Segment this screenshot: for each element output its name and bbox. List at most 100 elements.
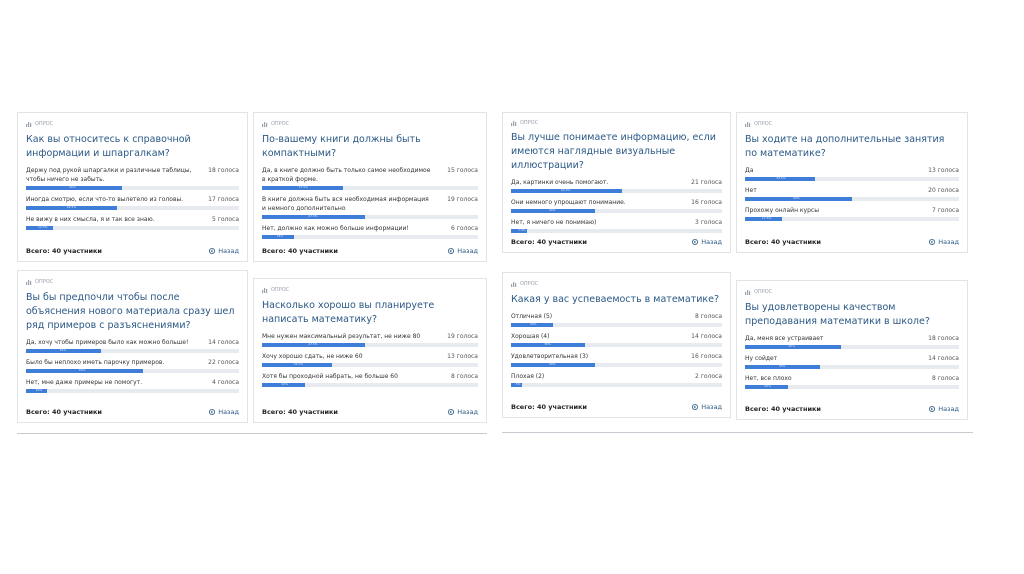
poll-option[interactable]: Нет, должно как можно больше информации!… <box>262 224 478 239</box>
option-bar: 17.5% <box>745 216 783 221</box>
poll-option[interactable]: Мне нужен максимальный результат, не ниж… <box>262 332 478 347</box>
back-button[interactable]: Назад <box>692 238 722 246</box>
option-percent: 32.5% <box>776 176 786 180</box>
option-bar: 55% <box>26 368 144 373</box>
option-text: Да, меня все устраивает <box>745 335 824 342</box>
option-text: Хочу хорошо сдать, не ниже 60 <box>262 353 363 360</box>
poll-total: Всего: 40 участники <box>26 408 102 416</box>
option-row: Да, меня все устраивает 18 голоса <box>745 334 959 343</box>
option-votes: 22 голоса <box>208 359 239 366</box>
option-bar: 50% <box>745 196 852 201</box>
option-text: Отличная (5) <box>511 313 553 320</box>
option-percent: 12.5% <box>37 225 48 229</box>
poll-option[interactable]: Отличная (5) 8 голоса 20% <box>511 312 722 327</box>
option-row: Нет, я ничего не понимаю) 3 голоса <box>511 218 722 227</box>
option-votes: 16 голоса <box>691 353 722 360</box>
option-bar: 35% <box>26 348 101 353</box>
poll-option[interactable]: Они немного упрощают понимание. 16 голоса… <box>511 198 722 213</box>
poll-option[interactable]: Да, меня все устраивает 18 голоса 45% <box>745 334 959 349</box>
icon <box>511 120 517 126</box>
option-bar: 32.5% <box>262 362 333 367</box>
option-votes: 14 голоса <box>208 339 239 346</box>
option-percent: 10% <box>35 388 43 392</box>
poll-option[interactable]: Держу под рукой шпаргалки и различные та… <box>26 166 239 190</box>
option-votes: 19 голоса <box>447 333 478 340</box>
poll-option[interactable]: Нет, я ничего не понимаю) 3 голоса 7.5% <box>511 218 722 233</box>
poll-option[interactable]: Хотя бы проходной набрать, не больше 60 8… <box>262 372 478 387</box>
back-button[interactable]: Назад <box>448 408 478 416</box>
option-row: Нет, все плохо 8 голоса <box>745 374 959 383</box>
poll-footer: Всего: 40 участники Назад <box>511 403 722 411</box>
back-label: Назад <box>701 403 722 411</box>
poll-footer: Всего: 40 участники Назад <box>511 238 722 246</box>
option-votes: 8 голоса <box>450 373 478 380</box>
poll-card: ОПРОС Насколько хорошо вы планируете напи… <box>253 278 487 423</box>
poll-option[interactable]: Да, в книге должно быть только самое нео… <box>262 166 478 190</box>
option-track: 35% <box>745 364 959 369</box>
poll-option[interactable]: Нет, мне даже примеры не помогут. 4 голос… <box>26 378 239 393</box>
option-bar: 20% <box>262 382 306 387</box>
poll-option[interactable]: Плохая (2) 2 голоса 5% <box>511 372 722 387</box>
option-row: Отличная (5) 8 голоса <box>511 312 722 321</box>
back-button[interactable]: Назад <box>448 247 478 255</box>
option-bar: 47.5% <box>262 214 365 219</box>
poll-footer: Всего: 40 участники Назад <box>745 238 959 246</box>
poll-option[interactable]: Нет, все плохо 8 голоса 20% <box>745 374 959 389</box>
back-button[interactable]: Назад <box>209 408 239 416</box>
poll-option[interactable]: Не вижу в них смысла, я и так все знаю. 5… <box>26 215 239 230</box>
poll-option[interactable]: Удовлетворительная (3) 16 голоса 40% <box>511 352 722 367</box>
back-label: Назад <box>457 247 478 255</box>
option-votes: 15 голоса <box>447 167 478 174</box>
poll-option[interactable]: Хочу хорошо сдать, не ниже 60 13 голоса 32… <box>262 352 478 367</box>
poll-header: ОПРОС <box>745 119 959 128</box>
poll-question: Вы лучше понимаете информацию, если имею… <box>511 132 716 171</box>
poll-option[interactable]: Ну сойдет 14 голоса 35% <box>745 354 959 369</box>
poll-option[interactable]: Прохожу онлайн курсы 7 голоса 17.5% <box>745 206 959 221</box>
poll-option[interactable]: Иногда смотрю, если что-то вылетело из г… <box>26 195 239 210</box>
poll-option[interactable]: Нет 20 голоса 50% <box>745 186 959 201</box>
poll-option[interactable]: Да 13 голоса 32.5% <box>745 166 959 181</box>
option-text: Удовлетворительная (3) <box>511 353 589 360</box>
icon <box>26 279 32 285</box>
option-row: Нет, мне даже примеры не помогут. 4 голос… <box>26 378 239 387</box>
poll-total: Всего: 40 участники <box>745 238 821 246</box>
option-track: 47.5% <box>262 214 478 219</box>
back-button[interactable]: Назад <box>692 403 722 411</box>
option-track: 20% <box>262 382 478 387</box>
poll-option[interactable]: Да, хочу чтобы примеров было как можно б… <box>26 338 239 353</box>
poll-question: Вы бы предпочли чтобы после объяснения н… <box>26 292 235 331</box>
back-button[interactable]: Назад <box>929 405 959 413</box>
poll-option[interactable]: Хорошая (4) 14 голоса 35% <box>511 332 722 347</box>
divider <box>17 433 487 434</box>
option-percent: 40% <box>548 362 556 366</box>
option-percent: 42.5% <box>66 205 77 209</box>
poll-option[interactable]: Да, картинки очень помогают. 21 голоса 52.… <box>511 178 722 193</box>
poll-question: По-вашему книги должны быть компактными? <box>262 134 421 159</box>
option-text: Нет, все плохо <box>745 375 792 382</box>
poll-option[interactable]: В книге должна быть вся необходимая инфо… <box>262 195 478 219</box>
back-button[interactable]: Назад <box>929 238 959 246</box>
option-votes: 18 голоса <box>928 335 959 342</box>
back-label: Назад <box>938 238 959 246</box>
option-percent: 45% <box>69 185 76 189</box>
option-votes: 16 голоса <box>691 199 722 206</box>
icon <box>209 409 216 415</box>
poll-question: Как вы относитесь к справочной информаци… <box>26 134 191 159</box>
poll-card: ОПРОС Как вы относитесь к справочной инфо… <box>17 112 248 262</box>
option-track: 42.5% <box>26 205 239 210</box>
back-label: Назад <box>218 247 239 255</box>
option-votes: 8 голоса <box>694 313 722 320</box>
option-track: 32.5% <box>745 176 959 181</box>
option-bar: 52.5% <box>511 188 622 193</box>
option-bar: 20% <box>745 384 788 389</box>
option-percent: 55% <box>78 368 86 372</box>
option-text: Мне нужен максимальный результат, не ниж… <box>262 333 421 340</box>
option-row: Они немного упрощают понимание. 16 голоса <box>511 198 722 207</box>
poll-label: ОПРОС <box>271 286 290 293</box>
poll-option[interactable]: Было бы неплохо иметь парочку примеров. 2… <box>26 358 239 373</box>
option-bar: 10% <box>26 388 48 393</box>
poll-total: Всего: 40 участники <box>745 405 821 413</box>
back-button[interactable]: Назад <box>209 247 239 255</box>
icon <box>745 121 751 127</box>
poll-header: ОПРОС <box>26 277 239 286</box>
